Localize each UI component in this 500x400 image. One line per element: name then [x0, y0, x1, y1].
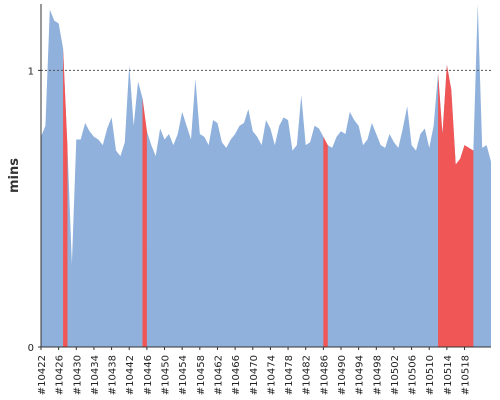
x-tick-label: #10502 — [390, 355, 401, 395]
x-tick-label: #10422 — [37, 355, 48, 395]
x-tick-label: #10498 — [372, 355, 383, 395]
x-tick-label: #10514 — [443, 355, 454, 395]
x-tick-label: #10462 — [213, 355, 224, 395]
y-tick-label: 1 — [28, 66, 34, 77]
x-tick-label: #10466 — [231, 355, 242, 395]
x-tick-label: #10494 — [355, 355, 366, 395]
x-tick-label: #10482 — [302, 355, 313, 395]
x-tick-label: #10486 — [319, 355, 330, 395]
duration-area — [41, 4, 491, 347]
x-tick-label: #10518 — [461, 355, 472, 395]
x-tick-label: #10430 — [72, 355, 83, 395]
x-tick-label: #10434 — [90, 355, 101, 395]
failed-build-segment — [142, 98, 147, 347]
x-tick-label: #10478 — [284, 355, 295, 395]
x-tick-label: #10510 — [425, 355, 436, 395]
x-tick-label: #10446 — [143, 355, 154, 395]
x-tick-label: #10506 — [408, 355, 419, 395]
y-axis-title: mins — [7, 158, 22, 193]
x-tick-label: #10474 — [266, 355, 277, 395]
x-tick-label: #10438 — [108, 355, 119, 395]
failed-build-segment — [438, 64, 474, 347]
x-tick-label: #10490 — [337, 355, 348, 395]
y-tick-label: 0 — [28, 343, 34, 354]
x-tick-label: #10454 — [178, 355, 189, 395]
x-tick-label: #10458 — [196, 355, 207, 395]
x-tick-label: #10450 — [161, 355, 172, 395]
plot-area — [41, 4, 491, 347]
x-tick-label: #10426 — [55, 355, 66, 395]
failed-build-segment — [63, 48, 68, 347]
x-tick-label: #10470 — [249, 355, 260, 395]
axes: 0 1 #10422 #10426 #10430 #10434 #10438 #10442 #1… — [28, 4, 491, 395]
x-tick-label: #10442 — [125, 355, 136, 395]
failed-build-segment — [323, 136, 328, 347]
